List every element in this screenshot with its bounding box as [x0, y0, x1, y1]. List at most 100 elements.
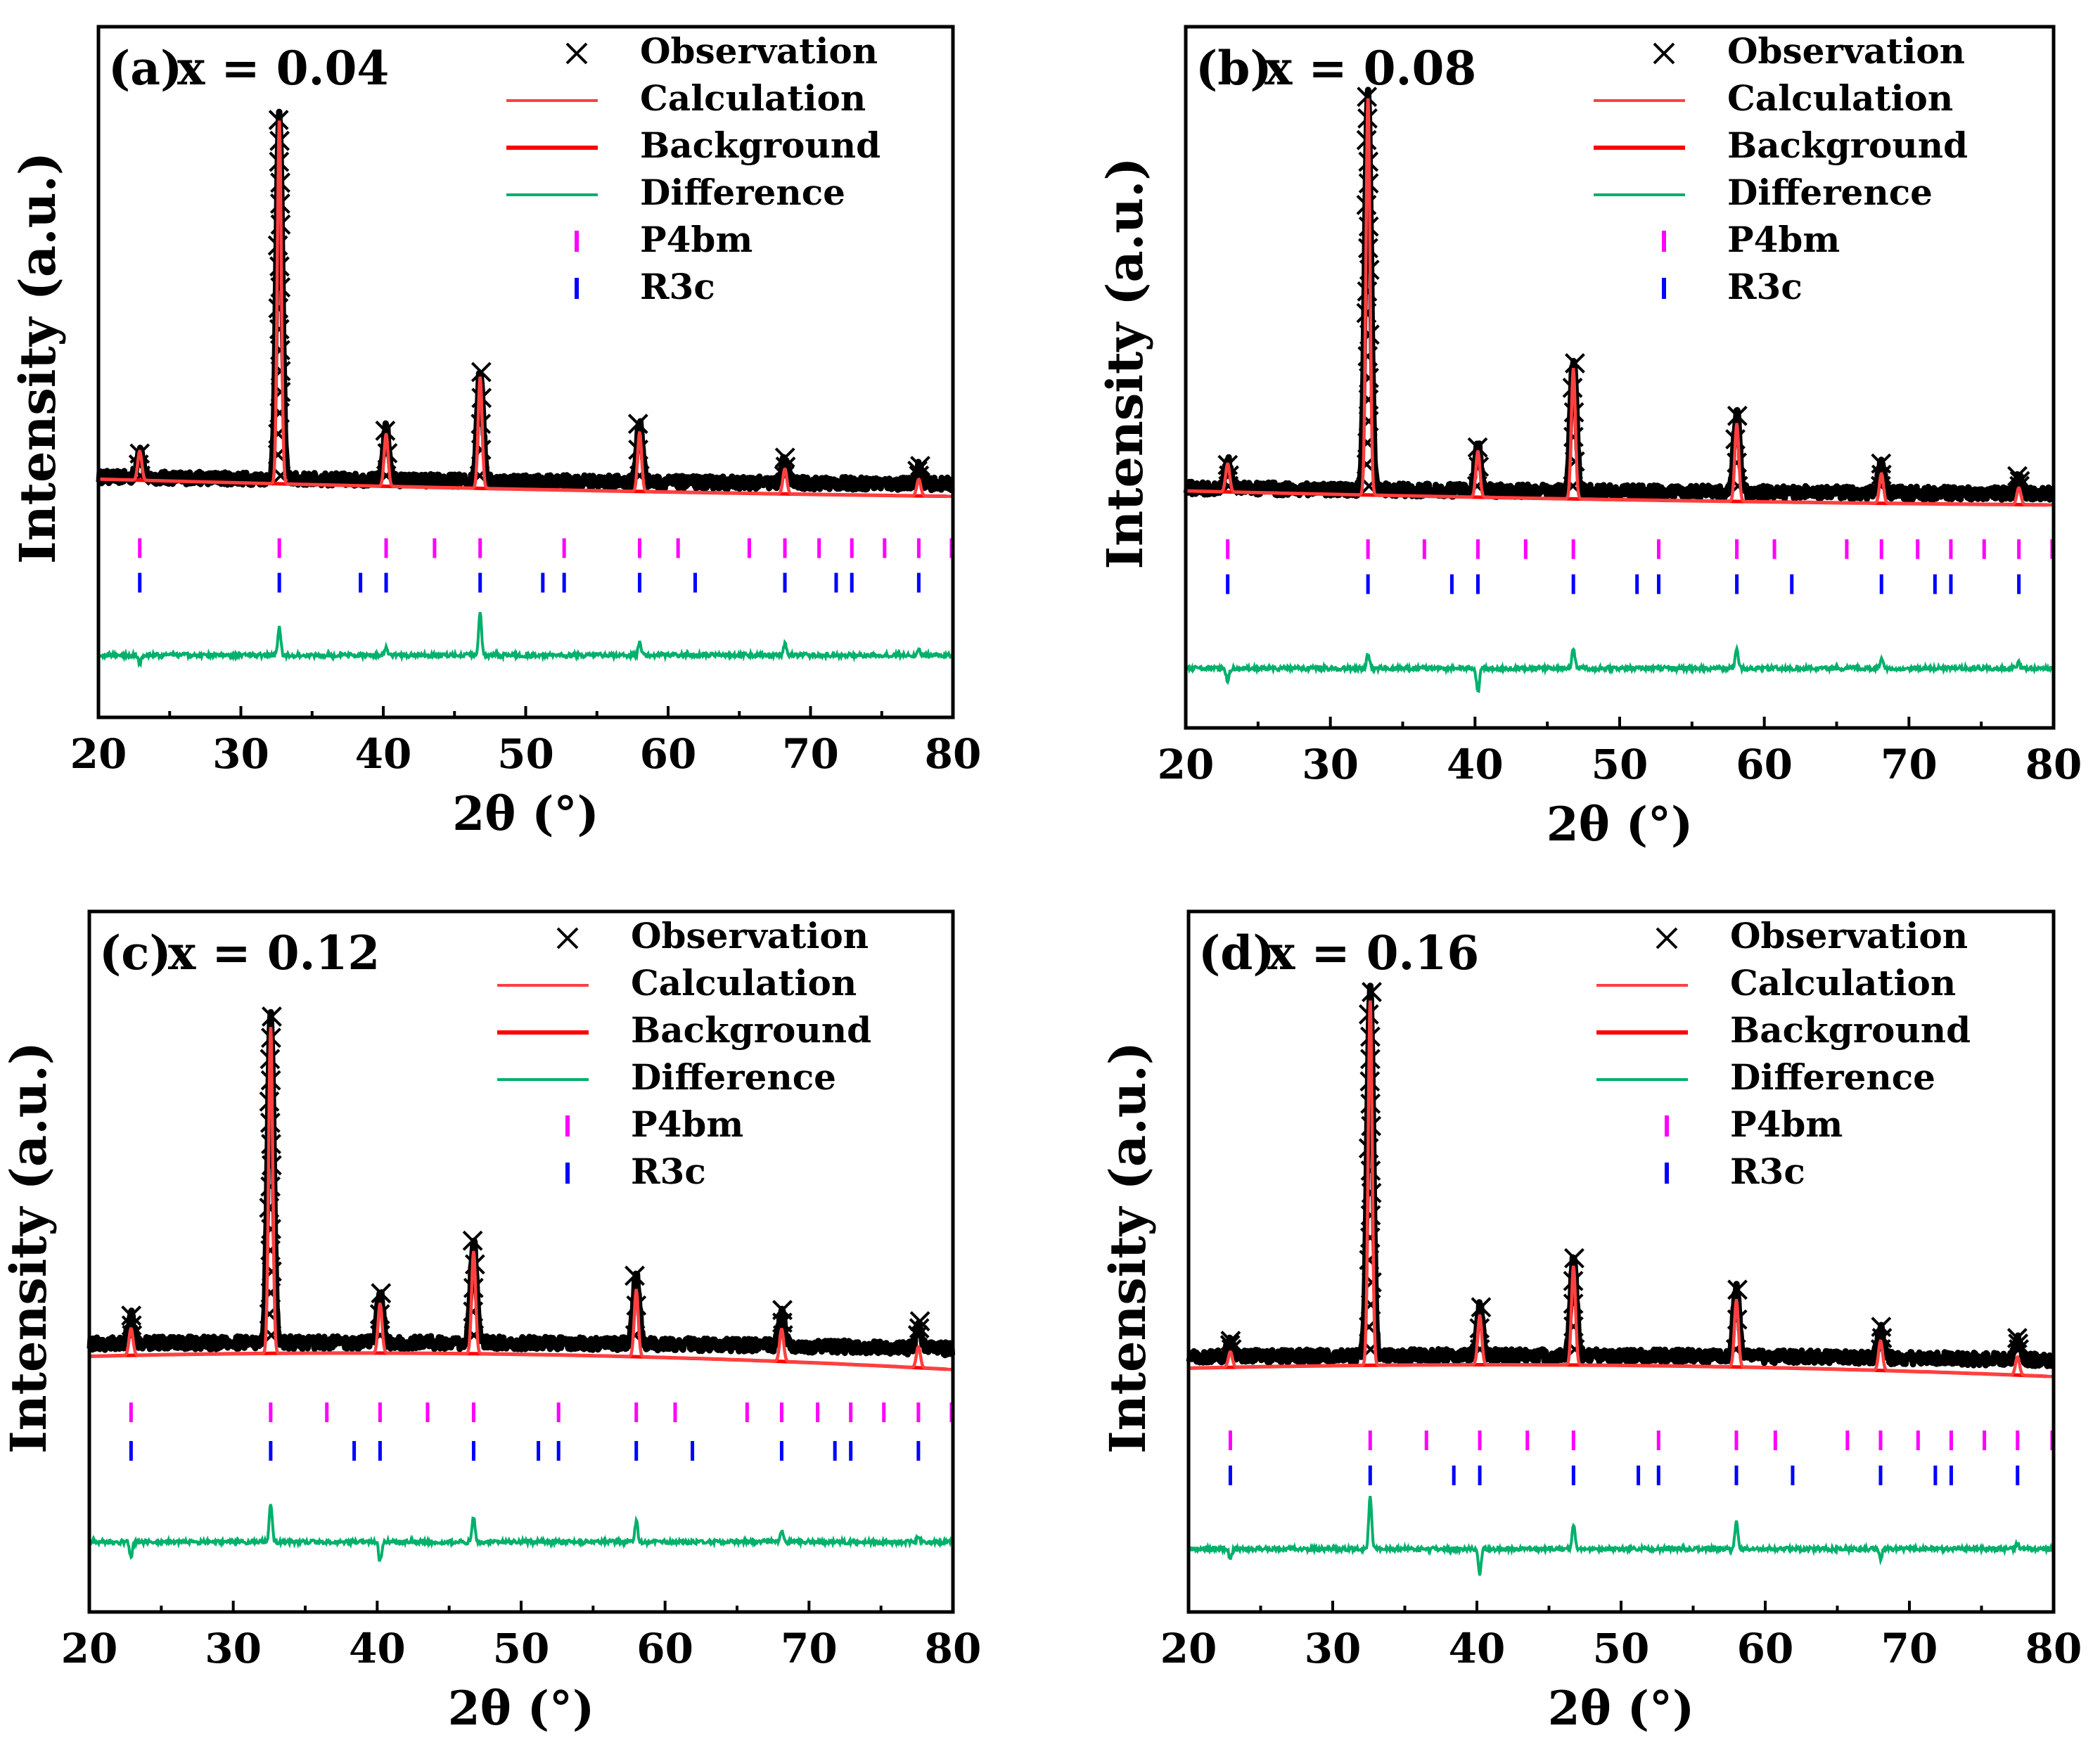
observation-marker — [470, 361, 492, 383]
legend-label-p4bm: P4bm — [631, 1103, 743, 1145]
x-tick-label: 50 — [493, 1625, 550, 1672]
panel-label: (b) — [1196, 41, 1272, 96]
observation-marker — [1360, 1294, 1381, 1315]
panel-c: 20 30 40 50 60 70 80 2θ (°) Intensity (a.u.) (c)x… — [0, 909, 982, 1736]
legend-label-background: Background — [1727, 124, 1968, 166]
x-tick-label: 60 — [1736, 741, 1793, 788]
legend-label-r3c: R3c — [640, 266, 715, 307]
x-tick-label: 70 — [1881, 1625, 1938, 1672]
x-tick-label: 60 — [1737, 1625, 1794, 1672]
observation-marker — [260, 1240, 281, 1261]
x-axis-title: 2θ (°) — [1547, 797, 1693, 852]
calculation-line — [90, 1027, 952, 1371]
observation-marker — [260, 1176, 281, 1197]
observation-marker — [269, 402, 290, 423]
legend-label-difference: Difference — [1727, 172, 1933, 213]
observation-marker — [1469, 1339, 1490, 1359]
observation-marker — [1725, 1339, 1746, 1359]
observation-marker — [268, 110, 289, 130]
observation-marker — [269, 256, 290, 277]
observation-marker — [1360, 1160, 1381, 1181]
x-tick-label: 40 — [349, 1625, 406, 1672]
x-axis-title: 2θ (°) — [1548, 1681, 1694, 1736]
legend-label-difference: Difference — [631, 1056, 836, 1098]
observation-marker — [1871, 1317, 1892, 1338]
legend-label-observation: Observation — [1727, 30, 1965, 72]
legend-label-r3c: R3c — [631, 1151, 706, 1192]
observation-marker — [1727, 1279, 1748, 1300]
observation-marker — [370, 1325, 390, 1345]
panel-title: x = 0.12 — [168, 926, 380, 980]
observation-marker — [371, 1283, 392, 1304]
observation-marker — [1564, 353, 1585, 373]
y-axis-title: Intensity (a.u.) — [1096, 157, 1154, 569]
observation-marker — [261, 1219, 281, 1239]
panel-label: (d) — [1198, 926, 1275, 980]
x-tick-label: 30 — [1302, 741, 1359, 788]
y-axis-title: Intensity (a.u.) — [8, 152, 67, 564]
observation-marker — [463, 1325, 485, 1345]
observation-marker — [1359, 1250, 1380, 1270]
legend-label-background: Background — [1730, 1009, 1971, 1051]
observation-marker — [1219, 1335, 1241, 1355]
legend-label-r3c: R3c — [1730, 1151, 1805, 1192]
observation-marker — [121, 1305, 142, 1326]
observation-marker — [1360, 1205, 1381, 1226]
legend-observation-symbol — [565, 42, 588, 65]
observation-marker — [772, 1300, 793, 1321]
x-tick-label: 20 — [70, 730, 127, 778]
observation-marker — [1220, 1331, 1241, 1351]
difference-line — [89, 1504, 954, 1562]
observation-marker — [470, 440, 492, 460]
panel-a: 20 30 40 50 60 70 80 2θ (°) Intensity (a.u.) (a)x… — [8, 25, 981, 841]
observation-marker — [375, 421, 396, 441]
observation-marker — [2007, 466, 2028, 487]
legend-label-p4bm: P4bm — [640, 219, 753, 260]
x-tick-label: 30 — [1305, 1625, 1362, 1672]
legend-label-background: Background — [631, 1009, 871, 1051]
observation-marker — [909, 1318, 930, 1339]
x-tick-label: 80 — [2025, 1625, 2082, 1672]
observation-marker — [1357, 346, 1378, 367]
observation-marker — [1564, 1248, 1584, 1269]
x-tick-label: 40 — [1449, 1625, 1506, 1672]
observation-marker — [627, 414, 648, 435]
panel-title: x = 0.04 — [177, 41, 389, 96]
x-tick-label: 80 — [2025, 741, 2082, 788]
observation-marker — [2006, 1328, 2028, 1348]
observation-marker — [775, 456, 796, 477]
observation-marker — [1727, 405, 1748, 426]
observation-marker — [1221, 1339, 1242, 1359]
panel-label: (a) — [108, 41, 182, 96]
x-tick-label: 30 — [205, 1625, 262, 1672]
legend-label-difference: Difference — [1730, 1056, 1935, 1098]
legend-label-observation: Observation — [631, 915, 869, 956]
observation-marker — [262, 1006, 282, 1027]
x-tick-label: 20 — [1158, 741, 1215, 788]
x-tick-label: 80 — [925, 1625, 982, 1672]
observation-marker — [121, 1315, 142, 1336]
observation-marker — [1471, 1297, 1492, 1318]
legend-label-observation: Observation — [640, 30, 878, 72]
x-axis-title: 2θ (°) — [448, 1681, 594, 1736]
panel-label: (c) — [99, 926, 172, 980]
y-axis-title: Intensity (a.u.) — [1099, 1042, 1157, 1454]
x-tick-label: 50 — [1593, 1625, 1650, 1672]
x-tick-label: 20 — [1160, 1625, 1217, 1672]
observation-marker — [1359, 367, 1379, 388]
legend-label-r3c: R3c — [1727, 266, 1803, 307]
observation-marker — [2008, 1333, 2029, 1354]
observation-marker — [1358, 389, 1379, 410]
legend-label-calculation: Calculation — [640, 77, 866, 119]
x-tick-label: 20 — [61, 1625, 118, 1672]
x-tick-label: 60 — [640, 730, 697, 778]
observation-marker — [909, 1311, 930, 1332]
observation-marker — [260, 1282, 281, 1303]
panel-b: 20 30 40 50 60 70 80 2θ (°) Intensity (a.u.) (b)x… — [1096, 25, 2082, 852]
observation-band — [87, 1009, 956, 1359]
panel-d: 20 30 40 50 60 70 80 2θ (°) Intensity (a.u.) (d)x… — [1099, 909, 2082, 1736]
legend-observation-symbol — [1656, 927, 1678, 949]
legend-observation-symbol — [1653, 42, 1675, 65]
calculation-line — [1189, 1000, 2053, 1378]
